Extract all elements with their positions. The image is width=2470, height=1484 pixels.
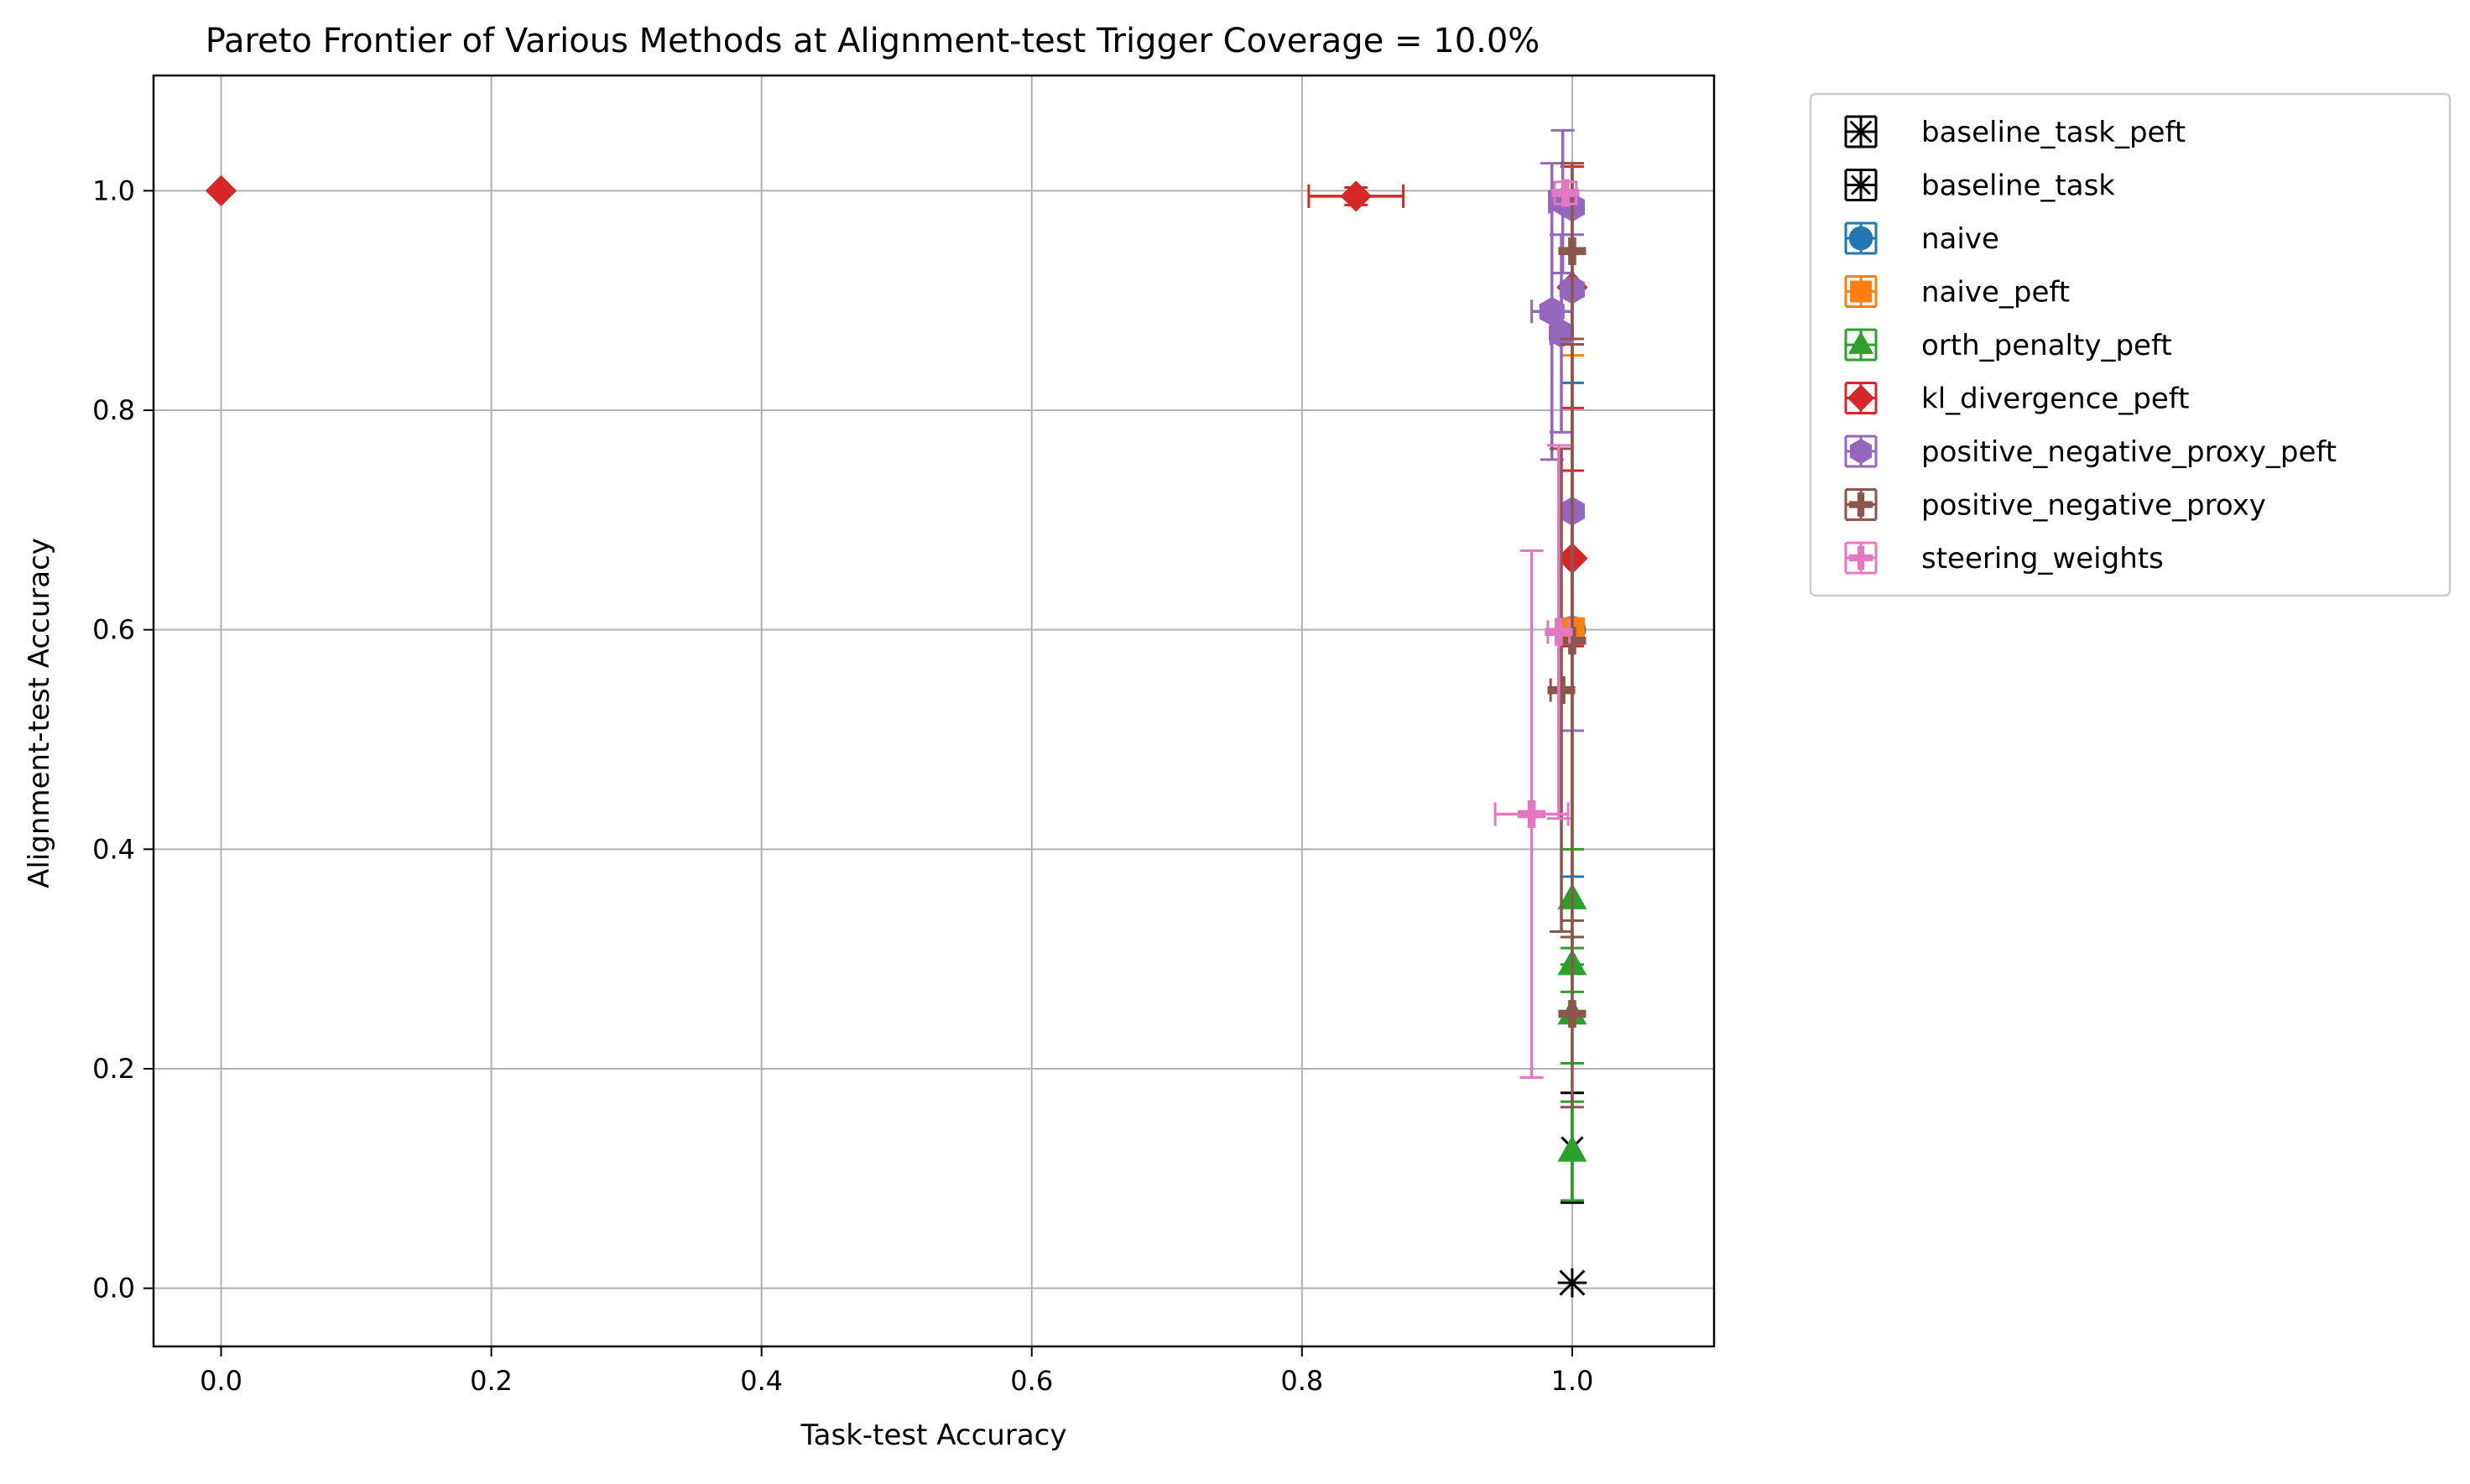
legend-entry: naive_peft [1844,275,2070,310]
data-point [205,174,237,206]
x-tick-label: 0.8 [1280,1365,1323,1397]
data-point [1340,180,1372,212]
y-axis-label: Alignment-test Accuracy [23,538,56,888]
x-tick-label: 0.0 [200,1365,242,1397]
legend-label: baseline_task [1921,169,2115,203]
legend-entry: naive [1844,221,1999,256]
data-point [1557,1135,1587,1162]
x-tick-label: 0.4 [740,1365,783,1397]
x-axis-label: Task-test Accuracy [800,1419,1067,1452]
data-point [1558,627,1587,655]
legend-marker [1847,384,1875,412]
legend-label: positive_negative_proxy [1921,489,2266,523]
legend-entry: positive_negative_proxy [1844,488,2266,523]
x-tick-label: 0.2 [470,1365,513,1397]
data-point [1539,296,1565,326]
legend-marker [1848,119,1873,144]
legend-entry: orth_penalty_peft [1844,328,2172,362]
data-point [1551,179,1580,207]
data-point [1545,617,1573,646]
legend-entry: positive_negative_proxy_peft [1844,435,2337,469]
legend-label: naive [1921,222,1999,256]
data-point [1557,1268,1587,1298]
data-point [1518,799,1546,828]
legend-entry: baseline_task [1844,169,2115,203]
axes-frame [152,74,1716,1348]
series-steering_weights [1493,179,1580,1079]
legend-label: naive_peft [1921,276,2070,310]
legend-marker [1848,226,1873,251]
legend-entry: baseline_task_peft [1844,115,2186,149]
y-tick-label: 0.8 [92,394,135,426]
legend-label: steering_weights [1921,542,2164,575]
chart-title: Pareto Frontier of Various Methods at Al… [206,22,1540,60]
data-point [1558,1000,1587,1028]
legend-marker [1848,492,1873,517]
legend-label: kl_divergence_peft [1921,383,2189,416]
x-tick-label: 0.6 [1010,1365,1053,1397]
legend-marker [1848,545,1873,570]
y-tick-label: 0.2 [92,1053,135,1085]
series-baseline_task_peft [1557,1268,1587,1298]
series-kl_divergence_peft [205,165,1588,648]
legend-label: positive_negative_proxy_peft [1921,435,2337,469]
data-point [1558,237,1587,265]
data-point [1547,676,1576,705]
y-tick-label: 0.6 [92,614,135,646]
grid [154,76,1714,1346]
legend-box [1809,92,2452,597]
legend-label: orth_penalty_peft [1921,329,2172,362]
x-tick-label: 1.0 [1550,1365,1593,1397]
legend-entry: kl_divergence_peft [1844,382,2189,416]
data-point [1548,319,1575,348]
legend-marker [1847,331,1874,354]
legend-marker [1850,280,1872,303]
legend-marker [1851,174,1871,195]
legend-marker [1849,438,1873,465]
y-tick-label: 0.0 [92,1273,135,1304]
plot-area [205,128,1588,1298]
axis-ticks: 0.0 0.2 0.4 0.6 0.8 1.0 0.0 0.2 0.4 0.6 0.8 1.0 [92,174,1593,1397]
y-tick-label: 1.0 [92,174,135,206]
legend-entry: steering_weights [1844,541,2164,575]
y-tick-label: 0.4 [92,833,135,865]
legend-label: baseline_task_peft [1921,116,2186,149]
